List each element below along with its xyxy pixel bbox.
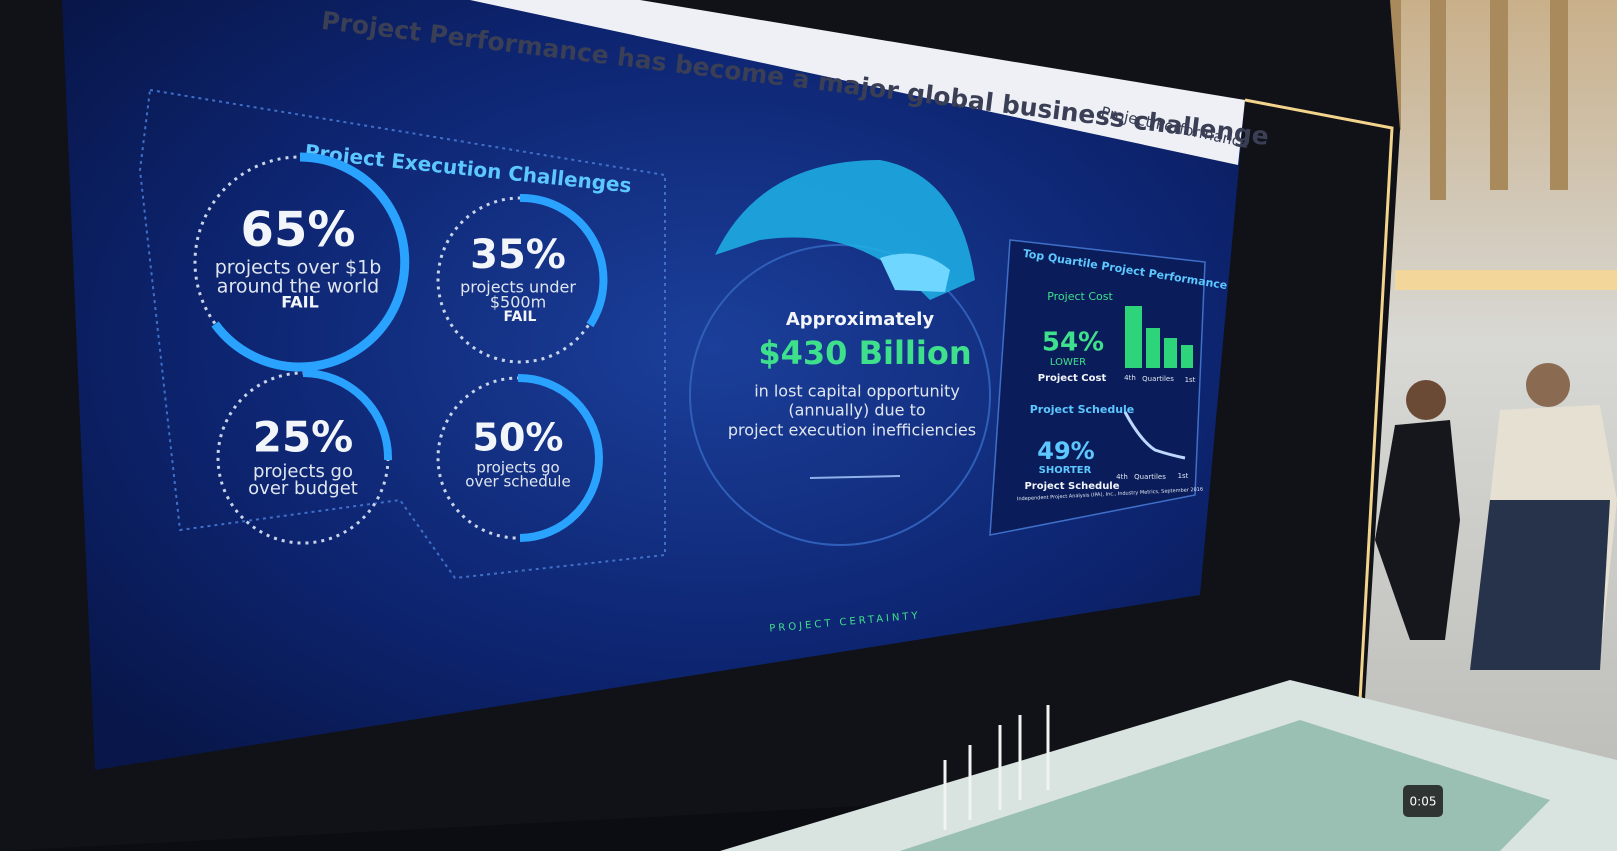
quartile-panel [989,239,1206,536]
site-model-detail [900,720,1550,851]
challenge-text: projects go [253,461,353,482]
challenge-text: over budget [248,478,358,499]
challenge-card: 35% projects under $500m FAIL [436,193,608,364]
quartile-qualifier: LOWER [1050,357,1086,368]
quartile-label: Project Cost [1047,290,1113,303]
challenge-text: around the world [217,276,379,298]
time-badge [1403,785,1443,817]
challenge-card: 65% projects over $1b around the world F… [193,152,410,372]
challenge-text: projects under [460,278,576,297]
challenge-text: over schedule [465,473,570,491]
center-text: (annually) due to [788,401,925,420]
axis-label: 4th [1116,473,1128,481]
globe-land [880,253,950,292]
divider [809,475,901,479]
wall-edge-light [1244,98,1394,791]
challenge-value: 25% [253,413,354,462]
center-amount: $430 Billion [758,334,971,372]
challenge-text: projects over $1b [215,257,382,279]
center-lead: Approximately [786,309,935,330]
axis-label: 1st [1185,376,1196,384]
quartile-caption: Project Schedule [1024,481,1119,492]
center-text: project execution inefficiencies [728,421,976,440]
challenge-text: projects go [476,459,559,477]
time-label: 0:05 [1410,795,1437,809]
challenge-value: 50% [473,416,564,460]
cost-bars [1125,306,1193,368]
screen [62,0,1245,770]
challenge-text: $500m [490,293,546,312]
wind-turbines [943,705,1050,830]
globe-ring [689,244,991,546]
quartile-value: 49% [1037,437,1094,465]
quartile-label: Project Schedule [1030,403,1135,416]
quartile-qualifier: SHORTER [1039,465,1092,476]
axis-label: 4th [1124,374,1136,382]
light-strip [1395,270,1617,290]
center-text: in lost capital opportunity [754,382,960,401]
schedule-curve [1123,411,1186,460]
challenge-value: 65% [241,202,356,258]
challenge-value: 35% [470,232,566,278]
quartile-value: 54% [1042,328,1104,358]
axis-label: 1st [1178,472,1189,480]
challenge-text: FAIL [281,293,319,312]
screen-header-band [470,0,1245,165]
axis-label: Quartiles [1142,375,1174,383]
challenge-card: 50% projects go over schedule [436,373,603,542]
challenge-card: 25% projects go over budget [216,369,393,545]
axis-label: Quartiles [1134,473,1166,481]
quartile-caption: Project Cost [1038,373,1107,384]
people [1375,363,1617,670]
challenge-text: FAIL [504,309,537,325]
